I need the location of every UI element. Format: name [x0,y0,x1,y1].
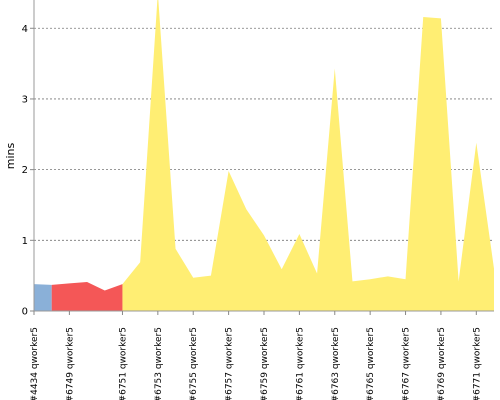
y-axis-ticks: 0 1 2 3 4 [22,24,34,318]
area-series-2 [51,282,123,311]
x-tick-label: #6759 qworker5 [260,327,270,400]
x-tick-label: #6751 qworker5 [118,327,128,400]
y-tick-label: 3 [22,94,28,105]
x-tick-label: #6771 qworker5 [472,327,482,400]
y-tick-label: 2 [22,165,28,176]
x-tick-label: #6755 qworker5 [189,327,199,400]
x-tick-label: #6763 qworker5 [331,327,341,400]
x-tick-label: #4434 qworker5 [30,327,40,400]
y-tick-label: 0 [22,307,28,318]
area-series-3 [122,0,494,311]
x-tick-label: #6753 qworker5 [154,327,164,400]
y-axis-label: mins [4,142,17,169]
area-series [34,0,494,311]
x-tick-label: #6769 qworker5 [437,327,447,400]
x-tick-label: #6767 qworker5 [402,327,412,400]
y-tick-label: 4 [22,24,28,35]
x-tick-label: #6761 qworker5 [295,327,305,400]
area-series-1 [34,284,52,311]
x-tick-label: #6757 qworker5 [225,327,235,400]
x-tick-label: #6749 qworker5 [65,327,75,400]
x-tick-label: #6765 qworker5 [366,327,376,400]
y-tick-label: 1 [22,236,28,247]
x-axis-ticks: #4434 qworker5 #6749 qworker5 #6751 qworke… [30,311,482,400]
